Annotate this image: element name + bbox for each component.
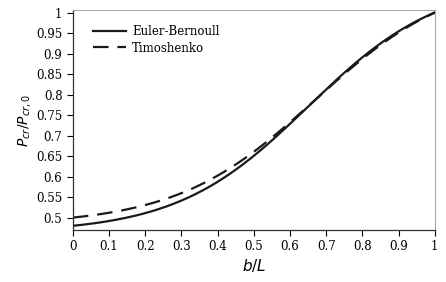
Legend: Euler-Bernoull, Timoshenko: Euler-Bernoull, Timoshenko <box>93 25 220 55</box>
Y-axis label: $P_{cr}/P_{cr,0}$: $P_{cr}/P_{cr,0}$ <box>17 94 33 147</box>
Timoshenko <box>421 16 427 19</box>
Euler-Bernoull <box>421 16 427 19</box>
Line: Euler-Bernoull: Euler-Bernoull <box>73 12 435 226</box>
Timoshenko <box>70 216 75 219</box>
X-axis label: $b/L$: $b/L$ <box>242 257 266 274</box>
Euler-Bernoull <box>236 166 242 169</box>
Euler-Bernoull <box>246 158 252 162</box>
Euler-Bernoull <box>70 224 75 228</box>
Line: Timoshenko: Timoshenko <box>73 12 435 218</box>
Timoshenko <box>355 61 360 64</box>
Timoshenko <box>236 160 242 164</box>
Timoshenko <box>432 11 438 14</box>
Timoshenko <box>421 16 427 19</box>
Euler-Bernoull <box>355 59 360 63</box>
Euler-Bernoull <box>89 222 94 225</box>
Euler-Bernoull <box>432 11 438 14</box>
Euler-Bernoull <box>421 16 427 19</box>
Timoshenko <box>246 154 252 157</box>
Timoshenko <box>89 214 94 217</box>
